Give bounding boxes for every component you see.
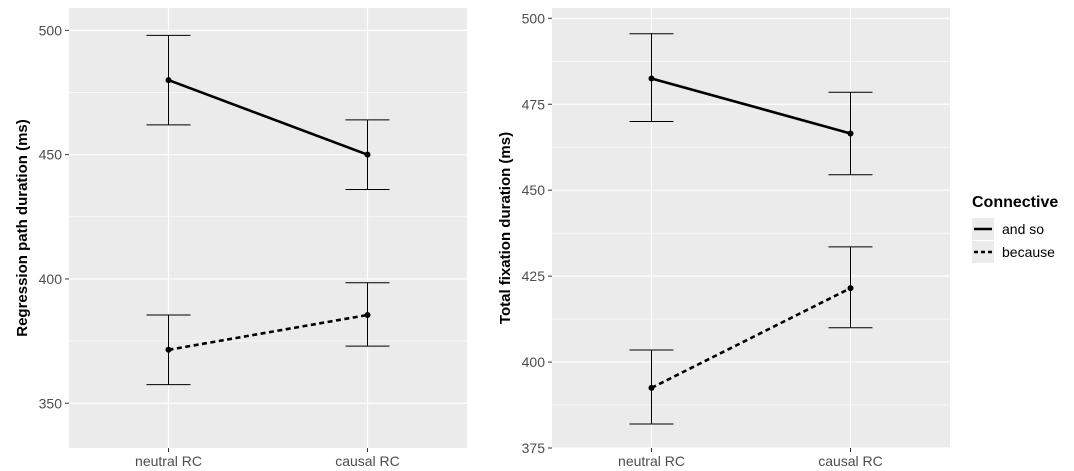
series-line-because (650, 286, 852, 390)
y-tick-label: 475 (522, 96, 546, 112)
data-point-and-so (847, 130, 854, 137)
y-axis-title: Total fixation duration (ms) (497, 132, 514, 324)
data-point-because (847, 285, 854, 292)
chart-panel-total-fixation: 375 400 425 450 475 500 neutral RC causal RC Tot… (497, 8, 950, 469)
x-tick-label: neutral RC (618, 453, 685, 469)
y-tick-label: 450 (39, 147, 63, 163)
data-point-because (165, 346, 172, 353)
data-point-and-so (364, 151, 371, 158)
y-tick-label: 400 (39, 271, 63, 287)
data-point-because (648, 384, 655, 391)
data-point-and-so (165, 77, 172, 84)
y-tick-label: 450 (522, 182, 546, 198)
legend-label-because: because (1002, 244, 1055, 260)
legend-label-and-so: and so (1002, 221, 1044, 237)
legend-title: Connective (972, 194, 1058, 211)
x-tick-label: causal RC (335, 453, 400, 469)
y-tick-label: 400 (522, 354, 546, 370)
y-tick-label: 350 (39, 395, 63, 411)
data-point-because (364, 312, 371, 319)
plot-background (552, 8, 950, 448)
y-axis-title: Regression path duration (ms) (14, 119, 31, 337)
data-point-and-so (648, 75, 655, 82)
y-tick-label: 375 (522, 440, 546, 456)
y-tick-label: 425 (522, 268, 546, 284)
series-line-and-so (168, 78, 368, 156)
y-tick-label: 500 (522, 10, 546, 26)
x-tick-label: causal RC (818, 453, 883, 469)
plot-background (69, 8, 467, 448)
x-tick-label: neutral RC (135, 453, 202, 469)
chart-panel-regression-path: 350 400 450 500 neutral RC causal RC Regressio… (14, 8, 467, 469)
legend: Connective and so because (972, 194, 1058, 263)
y-tick-label: 500 (39, 22, 63, 38)
series-line-and-so (651, 77, 851, 135)
